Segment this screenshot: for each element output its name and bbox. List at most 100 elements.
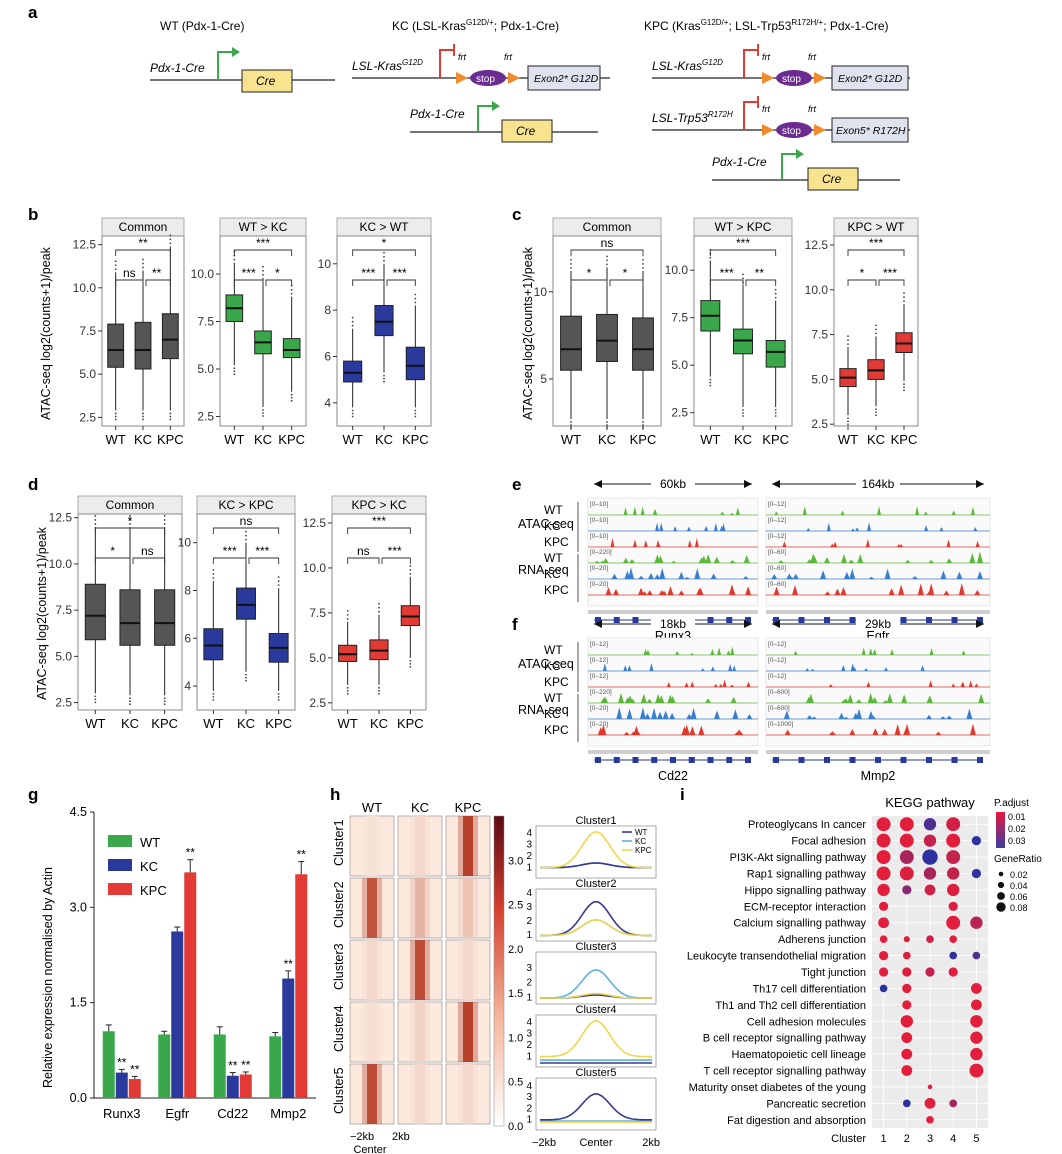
sig-star: ** bbox=[130, 1062, 140, 1076]
outlier-point bbox=[94, 519, 97, 521]
kc-genotype-title: KC (LSL-KrasG12D/+; Pdx-1-Cre) bbox=[392, 18, 559, 33]
boxplot-c-common: Common 5 10 WT KC KPC * * ns bbox=[534, 217, 662, 447]
heatmap-center-halo bbox=[410, 878, 430, 938]
colorbar-tick: 0.0 bbox=[508, 1121, 523, 1133]
sample-label: WT bbox=[544, 551, 563, 565]
padj-tick: 0.03 bbox=[1008, 836, 1026, 846]
enrichment-dot bbox=[949, 951, 958, 960]
outlier-point bbox=[94, 695, 97, 698]
outlier-point bbox=[606, 421, 608, 423]
profile-y-tick: 4 bbox=[526, 1081, 532, 1092]
outlier-point bbox=[414, 409, 417, 412]
x-tick-label: KC bbox=[370, 716, 388, 731]
gene-exon bbox=[632, 757, 639, 763]
svg-text:stop: stop bbox=[782, 126, 801, 137]
track-signal bbox=[774, 506, 975, 515]
track-range: [0–220] bbox=[590, 689, 612, 696]
outlier-point bbox=[774, 296, 777, 299]
track-range: [0–220] bbox=[590, 549, 612, 556]
gene-exon bbox=[900, 617, 907, 623]
sig-bracket bbox=[265, 279, 293, 286]
outlier-point bbox=[847, 335, 849, 338]
profile-y-tick: 2 bbox=[526, 851, 532, 862]
sig-label: *** bbox=[883, 266, 897, 280]
outlier-point bbox=[409, 573, 412, 575]
sample-label: KC bbox=[544, 659, 561, 673]
enrichment-dot bbox=[946, 833, 961, 848]
outlier-point bbox=[383, 377, 385, 380]
box-iqr bbox=[632, 317, 654, 371]
outlier-point bbox=[642, 258, 644, 261]
heatmap-center-signal bbox=[463, 940, 473, 1000]
gene-exon bbox=[900, 757, 907, 763]
y-tick-label: 10.0 bbox=[805, 283, 829, 297]
outlier-point bbox=[245, 534, 247, 537]
y-tick-label: 12.5 bbox=[303, 516, 327, 530]
profile-title: Cluster5 bbox=[576, 1067, 617, 1079]
gene-exon bbox=[613, 617, 620, 623]
wt-cre-label: Cre bbox=[256, 74, 276, 88]
outlier-point bbox=[142, 418, 144, 421]
outlier-point bbox=[262, 265, 264, 268]
y-tick-label: 7.5 bbox=[309, 606, 326, 620]
track-signal bbox=[600, 692, 737, 703]
sample-label: KPC bbox=[544, 675, 569, 689]
sig-label: * bbox=[587, 266, 592, 280]
track-range: [0–12] bbox=[590, 673, 608, 680]
enrichment-dot bbox=[969, 1063, 984, 1078]
sig-label: * bbox=[275, 266, 280, 280]
gene-exon bbox=[798, 617, 805, 623]
outlier-point bbox=[642, 424, 644, 426]
box-iqr bbox=[405, 346, 425, 381]
gene-exon bbox=[707, 617, 714, 623]
generatio-tick: 0.06 bbox=[1010, 892, 1028, 902]
heatmap-center-signal bbox=[367, 816, 377, 876]
y-tick-label: 5.0 bbox=[79, 367, 96, 381]
heatmap-center-signal bbox=[367, 940, 377, 1000]
pathway-label: Hippo signalling pathway bbox=[744, 885, 866, 897]
outlier-point bbox=[94, 701, 97, 704]
outlier-point bbox=[409, 665, 412, 668]
span-label-bg bbox=[856, 615, 900, 631]
svg-text:frt: frt bbox=[808, 104, 816, 114]
outlier-point bbox=[262, 269, 264, 272]
wt-cre-box bbox=[241, 69, 293, 93]
outlier-point bbox=[903, 386, 905, 389]
outlier-point bbox=[709, 384, 712, 387]
profile-y-tick: 4 bbox=[526, 1017, 532, 1028]
track-frame bbox=[765, 637, 991, 747]
sig-bracket bbox=[145, 279, 171, 286]
outlier-point bbox=[290, 399, 293, 402]
sig-bracket bbox=[847, 249, 905, 256]
y-tick-label: 5.0 bbox=[811, 372, 828, 386]
panel-letter-c: c bbox=[512, 205, 521, 224]
outlier-point bbox=[903, 383, 905, 386]
box-iqr bbox=[119, 589, 141, 646]
outlier-point bbox=[570, 262, 572, 265]
profile-y-tick: 3 bbox=[526, 1028, 532, 1039]
legend-label: KC bbox=[140, 859, 158, 874]
outlier-point bbox=[114, 412, 117, 415]
profile-y-tick: 1 bbox=[526, 1115, 532, 1126]
x-tick-label: WT bbox=[203, 716, 223, 731]
strip-title: KC > WT bbox=[359, 220, 409, 234]
track-signal bbox=[602, 662, 737, 671]
heatmap-center-signal bbox=[463, 1064, 473, 1124]
outlier-point bbox=[414, 297, 417, 300]
pathway-label: Maturity onset diabetes of the young bbox=[689, 1082, 866, 1094]
outlier-point bbox=[277, 580, 280, 582]
sig-label: *** bbox=[372, 514, 386, 528]
outlier-point bbox=[262, 415, 264, 417]
track-frame bbox=[587, 637, 759, 747]
svg-text:LSL-KrasG12D: LSL-KrasG12D bbox=[652, 58, 723, 73]
sig-bracket bbox=[212, 527, 280, 534]
enrichment-dot bbox=[899, 850, 914, 865]
y-tick-label: 12.5 bbox=[805, 238, 829, 252]
span-label: 29kb bbox=[865, 617, 891, 631]
y-tick-label: 10.0 bbox=[73, 281, 97, 295]
enrichment-dot bbox=[902, 967, 912, 977]
pathway-label: Fat digestion and absorption bbox=[727, 1115, 866, 1127]
sig-star: ** bbox=[297, 848, 307, 862]
outlier-point bbox=[163, 700, 166, 703]
profile-y-tick: 4 bbox=[526, 828, 532, 839]
